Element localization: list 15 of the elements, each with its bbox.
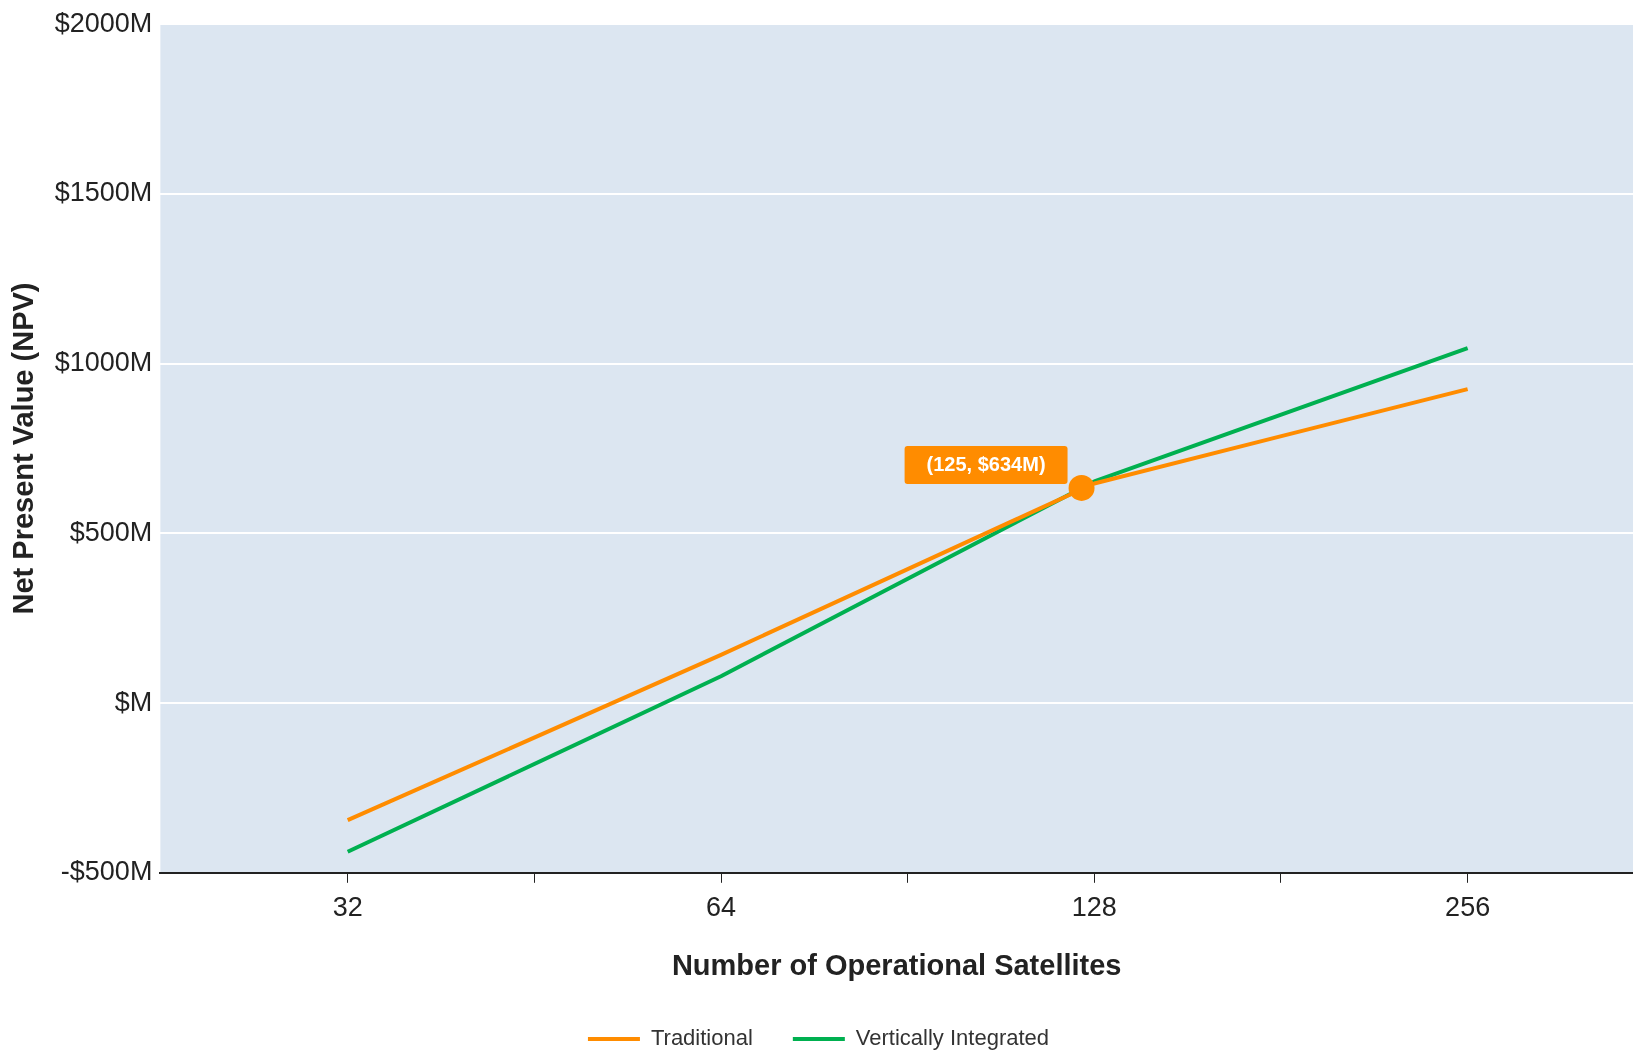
y-axis-title: Net Present Value (NPV) (7, 282, 40, 615)
legend-label: Vertically Integrated (855, 1025, 1050, 1051)
x-tick-label: 32 (332, 892, 363, 923)
legend-label: Traditional (650, 1025, 753, 1051)
x-tick-label: 64 (705, 892, 737, 923)
y-tick-label: $500M (69, 516, 153, 547)
y-tick-label: $1500M (54, 177, 153, 208)
annotation: (125, $634M) (926, 453, 1046, 476)
y-tick-label: $M (114, 686, 153, 717)
y-tick-label: -$500M (60, 856, 153, 887)
y-tick-label: $2000M (54, 7, 153, 38)
x-tick-label: 256 (1445, 892, 1491, 923)
y-tick-label: $1000M (54, 347, 153, 378)
x-axis-title: Number of Operational Satellites (671, 948, 1122, 981)
x-tick-label: 128 (1071, 892, 1117, 923)
